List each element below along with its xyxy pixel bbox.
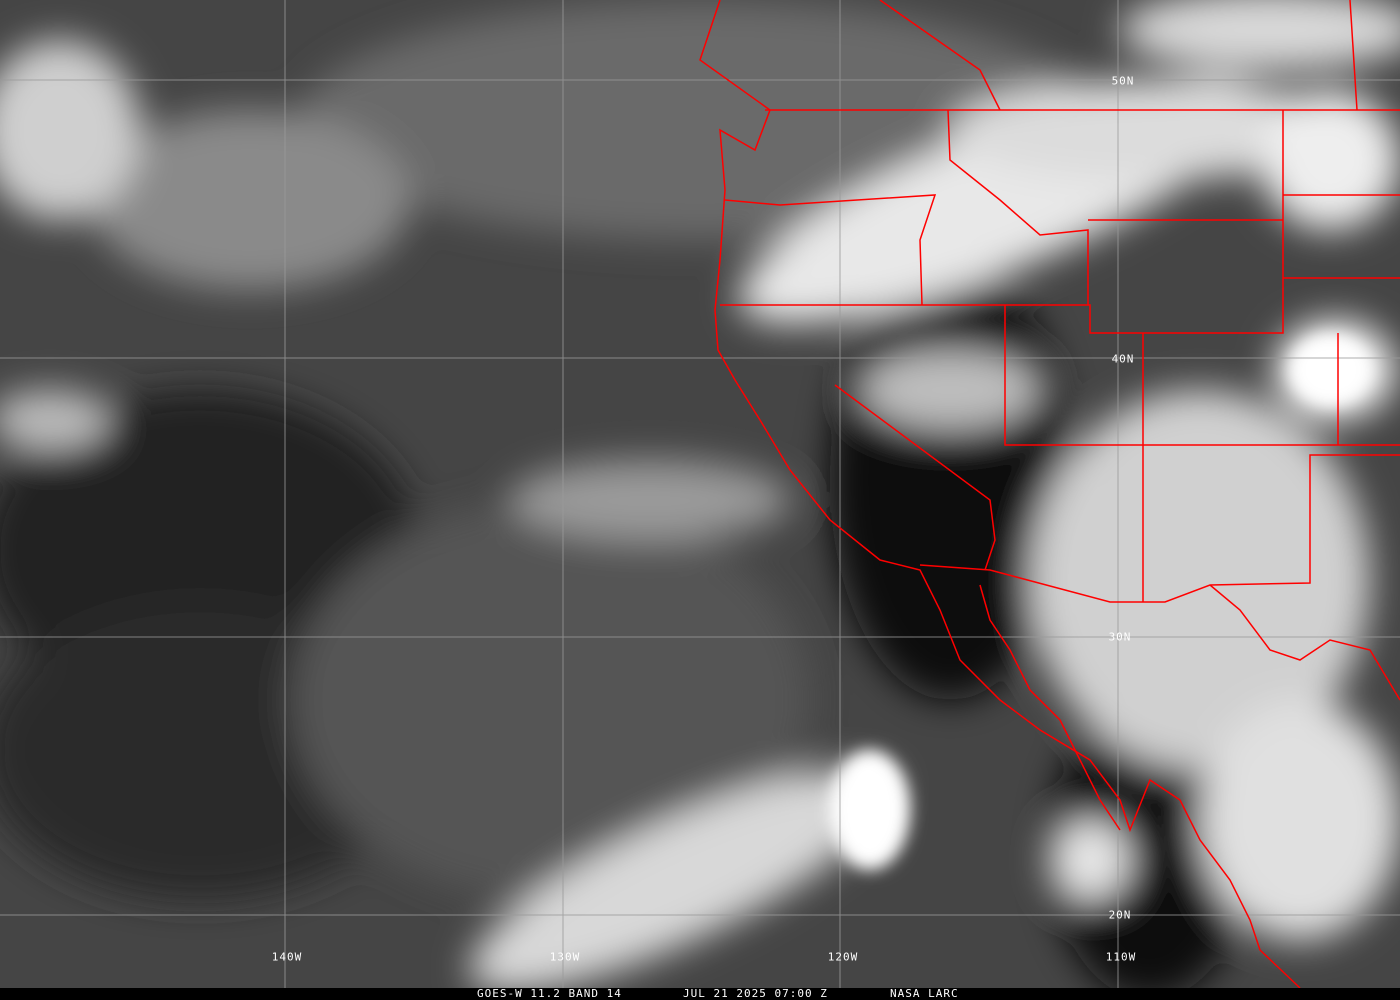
latitude-label-30n: 30N (1108, 630, 1132, 644)
longitude-label-140w: 140W (271, 950, 303, 964)
longitude-label-120w: 120W (827, 950, 859, 964)
state-borders (720, 110, 1284, 334)
coastline (699, 0, 1301, 989)
latitude-label-50n: 50N (1111, 74, 1135, 88)
caption-bar: GOES-W 11.2 BAND 14 JUL 21 2025 07:00 Z … (0, 988, 1400, 1000)
us-mexico-border (919, 454, 1400, 603)
political-borders (699, 0, 1400, 989)
credit-label: NASA LARC (890, 987, 959, 1000)
longitude-label-130w: 130W (549, 950, 581, 964)
product-label: GOES-W 11.2 BAND 14 (477, 987, 622, 1000)
longitude-label-110w: 110W (1105, 950, 1137, 964)
datetime-label: JUL 21 2025 07:00 Z (683, 987, 828, 1000)
baja-coast (979, 584, 1121, 831)
latitude-label-40n: 40N (1111, 352, 1135, 366)
latitude-label-20n: 20N (1108, 908, 1132, 922)
